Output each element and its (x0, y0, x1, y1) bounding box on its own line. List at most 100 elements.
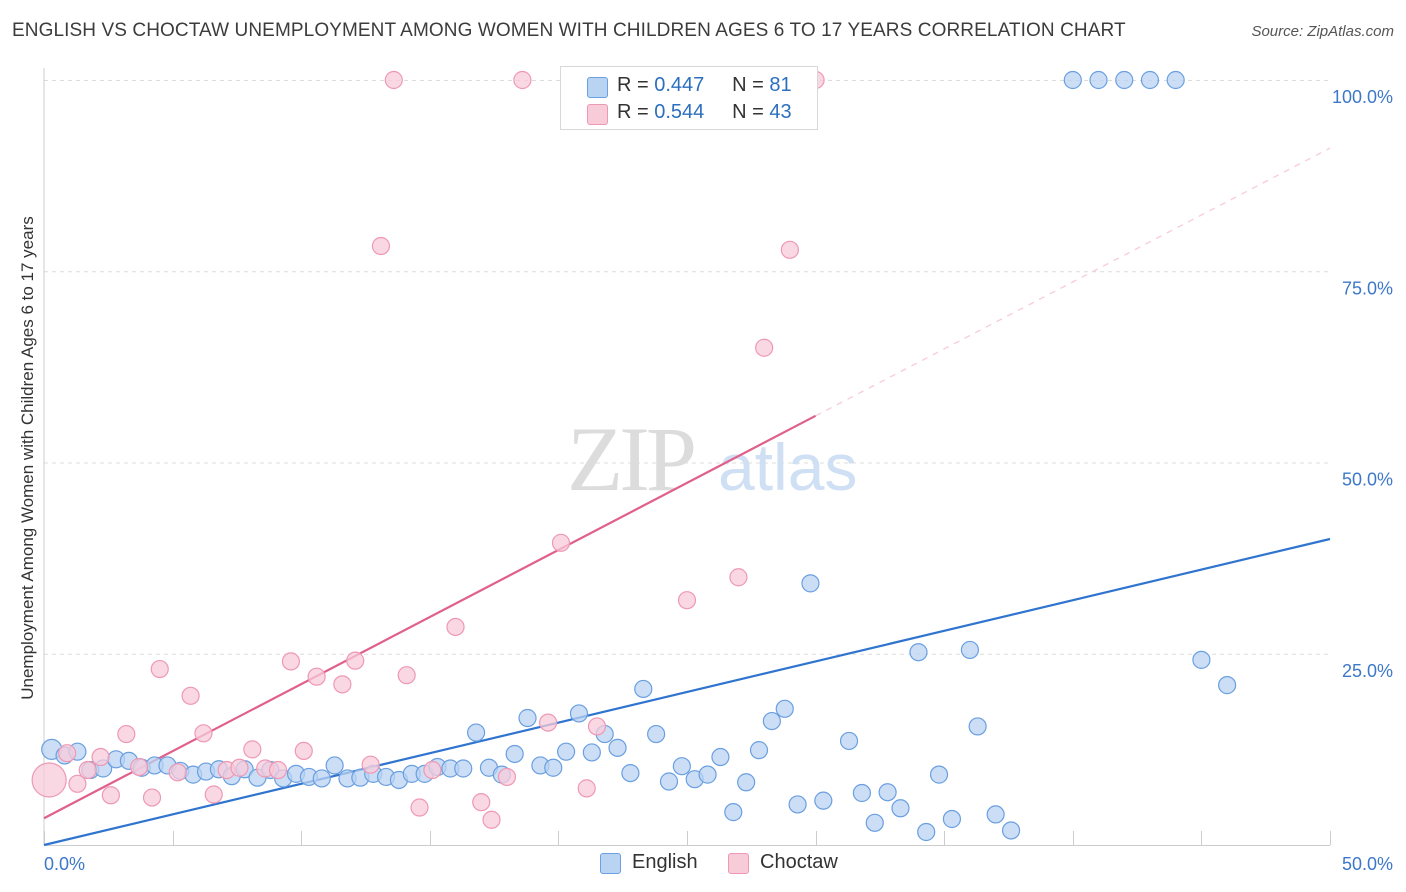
data-point-choctaw (384, 70, 403, 90)
data-point-english (698, 765, 717, 784)
data-point-english (852, 783, 871, 803)
data-point-choctaw (551, 533, 571, 552)
x-tick-label: 50.0% (1342, 854, 1393, 874)
data-point-choctaw (361, 755, 380, 774)
data-point-english (968, 717, 987, 736)
data-point-english (466, 723, 486, 742)
data-point-choctaw (780, 240, 799, 259)
data-point-choctaw (130, 757, 149, 777)
choctaw-legend-swatch (728, 853, 749, 874)
data-point-choctaw (472, 793, 491, 812)
data-point-choctaw (482, 810, 501, 829)
data-point-english (788, 795, 807, 814)
data-point-choctaw (78, 760, 97, 780)
data-point-english (659, 772, 679, 791)
data-point-choctaw (68, 774, 87, 793)
data-point-choctaw (31, 762, 67, 798)
data-point-choctaw (729, 568, 748, 587)
watermark-atlas: atlas (718, 430, 857, 504)
data-point-english (891, 799, 910, 818)
data-point-choctaw (513, 70, 532, 90)
y-axis-label: Unemployment Among Women with Children A… (18, 216, 37, 700)
data-point-choctaw (243, 740, 262, 759)
data-point-choctaw (587, 717, 607, 736)
data-point-choctaw (58, 744, 77, 763)
data-point-english (454, 759, 473, 778)
data-point-english (878, 783, 897, 802)
english-legend-swatch (600, 853, 621, 874)
data-point-english (865, 813, 884, 832)
y-tick-label: 25.0% (1342, 661, 1393, 681)
data-point-choctaw (117, 724, 136, 744)
y-tick-label: 75.0% (1342, 278, 1393, 298)
trend-line-choctaw (43, 414, 817, 820)
data-point-english (544, 758, 563, 777)
data-point-choctaw (294, 741, 313, 761)
data-point-english (621, 763, 640, 783)
data-point-choctaw (346, 651, 365, 670)
data-point-english (762, 711, 781, 731)
data-point-english (929, 765, 949, 784)
data-point-choctaw (577, 779, 596, 798)
data-point-choctaw (307, 667, 326, 686)
data-point-choctaw (281, 652, 301, 671)
data-point-english (312, 769, 331, 788)
data-point-choctaw (204, 785, 223, 804)
english-legend-label: English (632, 851, 698, 873)
data-point-english (325, 756, 344, 775)
data-point-english (986, 805, 1005, 824)
data-point-english (672, 757, 691, 776)
data-points (31, 70, 1237, 842)
watermark-zip: ZIP (567, 408, 694, 510)
choctaw-r-label: R = (617, 101, 649, 123)
y-tick-label: 50.0% (1342, 470, 1393, 490)
english-r-label: R = (617, 74, 649, 96)
data-point-english (801, 574, 820, 593)
english-n-label: N = (732, 74, 764, 96)
data-point-choctaw (168, 763, 187, 782)
data-point-choctaw (91, 747, 110, 767)
y-tick-label: 100.0% (1332, 87, 1393, 107)
data-point-english (749, 741, 769, 760)
chart-title: ENGLISH VS CHOCTAW UNEMPLOYMENT AMONG WO… (12, 20, 1126, 41)
data-point-english (608, 738, 627, 757)
choctaw-swatch (587, 104, 608, 125)
data-point-english (1218, 676, 1237, 695)
data-point-choctaw (101, 786, 120, 805)
data-point-english (960, 640, 980, 660)
data-point-choctaw (497, 767, 517, 787)
data-point-english (557, 742, 576, 761)
data-point-english (1063, 70, 1082, 90)
english-n-value: 81 (769, 74, 792, 96)
data-point-english (724, 803, 743, 822)
data-point-english (582, 743, 601, 762)
data-point-english (1089, 70, 1108, 90)
data-point-choctaw (333, 675, 352, 694)
choctaw-r-value: 0.544 (654, 101, 705, 123)
data-point-choctaw (371, 236, 391, 256)
trend-lines (43, 147, 1331, 847)
data-point-english (1140, 70, 1160, 90)
data-point-english (505, 744, 524, 764)
choctaw-n-label: N = (732, 101, 764, 123)
data-point-english (775, 699, 794, 718)
data-point-choctaw (268, 760, 288, 780)
data-point-english (814, 791, 833, 810)
data-point-english (647, 724, 666, 744)
watermark: ZIP atlas (567, 408, 857, 510)
data-point-english (711, 747, 730, 767)
trend-line-english (43, 537, 1331, 847)
data-point-english (634, 679, 653, 699)
data-point-choctaw (181, 686, 200, 705)
data-point-english (1115, 70, 1134, 90)
data-point-english (909, 643, 928, 662)
data-point-choctaw (194, 724, 213, 743)
data-point-choctaw (397, 666, 416, 685)
choctaw-n-value: 43 (769, 101, 792, 123)
data-point-english (737, 773, 756, 792)
data-point-english (569, 704, 589, 723)
data-point-choctaw (446, 617, 465, 637)
data-point-choctaw (410, 798, 429, 817)
stats-legend: R = 0.447 N = 81 R = 0.544 N = 43 (560, 66, 818, 130)
data-point-english (1001, 821, 1021, 840)
